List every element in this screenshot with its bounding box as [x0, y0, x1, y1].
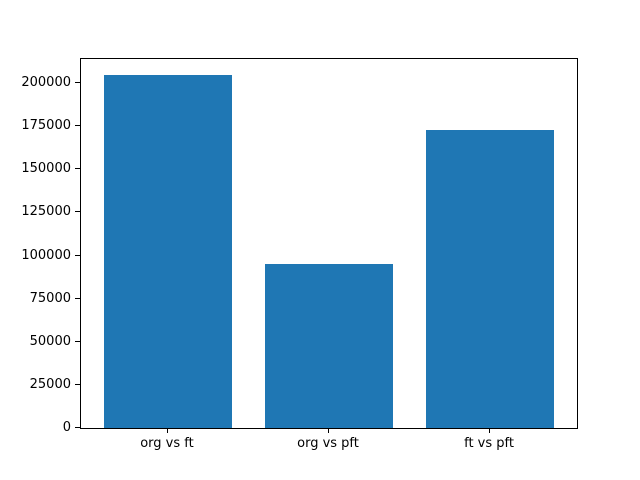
y-tick-label: 175000: [21, 118, 71, 134]
y-tick-mark: [75, 383, 80, 385]
x-tick-mark: [166, 428, 168, 433]
y-tick-label: 100000: [21, 247, 71, 263]
bar-ft-vs-pft: [425, 129, 555, 428]
x-tick-label: org vs ft: [140, 436, 194, 451]
plot-area: [80, 58, 578, 429]
y-tick-label: 200000: [21, 75, 71, 91]
x-tick-label: org vs pft: [297, 436, 359, 451]
y-tick-mark: [75, 82, 80, 84]
bar-org-vs-pft: [264, 264, 394, 428]
y-tick-mark: [75, 427, 80, 428]
y-tick-mark: [75, 340, 80, 342]
x-tick-mark: [489, 428, 491, 433]
y-tick-mark: [75, 297, 80, 299]
y-tick-label: 25000: [29, 376, 71, 392]
y-tick-label: 75000: [29, 290, 71, 306]
y-tick-mark: [75, 168, 80, 170]
bar-org-vs-ft: [103, 75, 233, 428]
y-tick-label: 125000: [21, 204, 71, 220]
y-tick-mark: [75, 125, 80, 127]
y-tick-label: 50000: [29, 333, 71, 349]
x-tick-mark: [328, 428, 329, 433]
y-tick-label: 150000: [21, 161, 71, 177]
x-tick-label: ft vs pft: [464, 436, 514, 451]
y-tick-mark: [75, 211, 80, 213]
y-tick-label: 0: [62, 420, 71, 435]
y-tick-mark: [75, 254, 80, 256]
